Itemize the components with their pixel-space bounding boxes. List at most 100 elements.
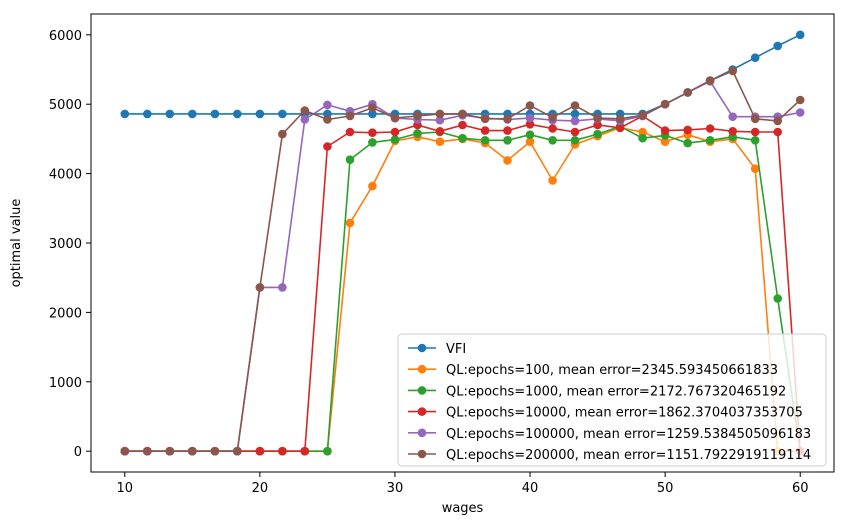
data-point <box>795 108 805 117</box>
legend-marker <box>417 449 427 459</box>
data-point <box>548 113 557 122</box>
data-point <box>120 446 130 456</box>
data-point <box>660 99 670 109</box>
data-point <box>548 136 557 145</box>
data-point <box>188 109 197 119</box>
legend-label: QL:epochs=100, mean error=2345.593450661… <box>446 363 778 378</box>
data-point <box>570 127 580 137</box>
data-point <box>255 283 265 292</box>
data-point <box>300 446 310 456</box>
data-point <box>435 109 445 119</box>
data-point <box>345 218 355 228</box>
data-point <box>525 120 535 129</box>
data-point <box>750 136 760 145</box>
legend-marker <box>417 343 427 353</box>
y-tick-label: 6000 <box>49 29 82 44</box>
data-point <box>503 114 512 124</box>
data-point <box>165 109 175 119</box>
legend-label: QL:epochs=200000, mean error=1151.792291… <box>446 448 811 463</box>
data-point <box>345 127 355 137</box>
data-point <box>503 156 512 165</box>
data-point <box>390 113 400 123</box>
data-point <box>390 127 400 137</box>
data-point <box>458 109 467 119</box>
data-point <box>570 136 580 145</box>
x-tick-label: 20 <box>252 481 269 496</box>
data-point <box>480 126 490 135</box>
data-point <box>728 66 737 76</box>
data-point <box>750 164 760 173</box>
data-point <box>660 126 670 135</box>
data-point <box>345 155 355 164</box>
y-tick-label: 0 <box>74 445 82 460</box>
y-tick-label: 2000 <box>49 306 82 321</box>
data-point <box>773 294 782 303</box>
data-point <box>435 115 445 125</box>
legend-label: QL:epochs=10000, mean error=1862.3704037… <box>446 406 803 421</box>
data-point <box>233 109 242 119</box>
y-axis-label: optimal value <box>9 199 24 288</box>
data-point <box>705 124 715 133</box>
data-point <box>143 446 152 456</box>
data-point <box>120 109 130 119</box>
data-point <box>638 111 647 120</box>
data-point <box>458 133 467 143</box>
data-point <box>480 114 490 124</box>
x-tick-label: 30 <box>387 481 404 496</box>
data-point <box>413 129 422 138</box>
series-5 <box>120 66 805 456</box>
data-point <box>593 129 602 139</box>
data-point <box>750 114 760 124</box>
data-point <box>705 136 715 145</box>
data-point <box>728 127 737 136</box>
data-point <box>255 109 265 119</box>
legend-box <box>397 333 827 467</box>
data-point <box>773 116 782 126</box>
data-point <box>570 109 580 119</box>
data-point <box>368 138 377 147</box>
data-point <box>278 109 287 119</box>
data-point <box>548 176 557 185</box>
data-point <box>750 53 760 62</box>
data-point <box>278 446 287 456</box>
data-point <box>345 111 355 121</box>
data-point <box>773 127 782 137</box>
x-tick-label: 50 <box>657 481 674 496</box>
y-tick-label: 4000 <box>49 168 82 183</box>
y-tick-label: 5000 <box>49 98 82 113</box>
x-axis-label: wages <box>442 501 484 516</box>
axes: 10 20 30 40 50 60 0 1000 2000 3000 4000 5000 6000 <box>49 13 835 496</box>
x-tick-label: 10 <box>116 481 133 496</box>
data-point <box>795 95 805 105</box>
data-point <box>593 113 602 123</box>
data-point <box>705 76 715 85</box>
data-point <box>570 116 580 126</box>
data-point <box>323 446 332 456</box>
data-point <box>570 101 580 110</box>
y-tick-label: 1000 <box>49 376 82 391</box>
data-point <box>638 133 647 143</box>
data-point <box>368 128 377 137</box>
data-point <box>683 138 692 148</box>
data-point <box>413 111 422 121</box>
y-tick-label: 3000 <box>49 237 82 252</box>
data-point <box>278 283 287 292</box>
series-layer <box>120 30 805 456</box>
legend-label: VFI <box>446 342 466 357</box>
legend-label: QL:epochs=1000, mean error=2172.76732046… <box>446 384 786 399</box>
data-point <box>278 129 287 139</box>
data-point <box>503 126 512 135</box>
legend-marker <box>417 364 427 374</box>
data-point <box>143 109 152 119</box>
data-point <box>255 446 265 456</box>
data-point <box>525 130 535 139</box>
x-tick-label: 40 <box>522 481 539 496</box>
data-point <box>750 127 760 137</box>
legend-marker <box>417 386 427 395</box>
data-point <box>165 446 175 456</box>
data-point <box>615 123 625 133</box>
data-point <box>683 88 692 97</box>
data-point <box>390 135 400 144</box>
legend-label: QL:epochs=100000, mean error=1259.538450… <box>446 427 811 442</box>
